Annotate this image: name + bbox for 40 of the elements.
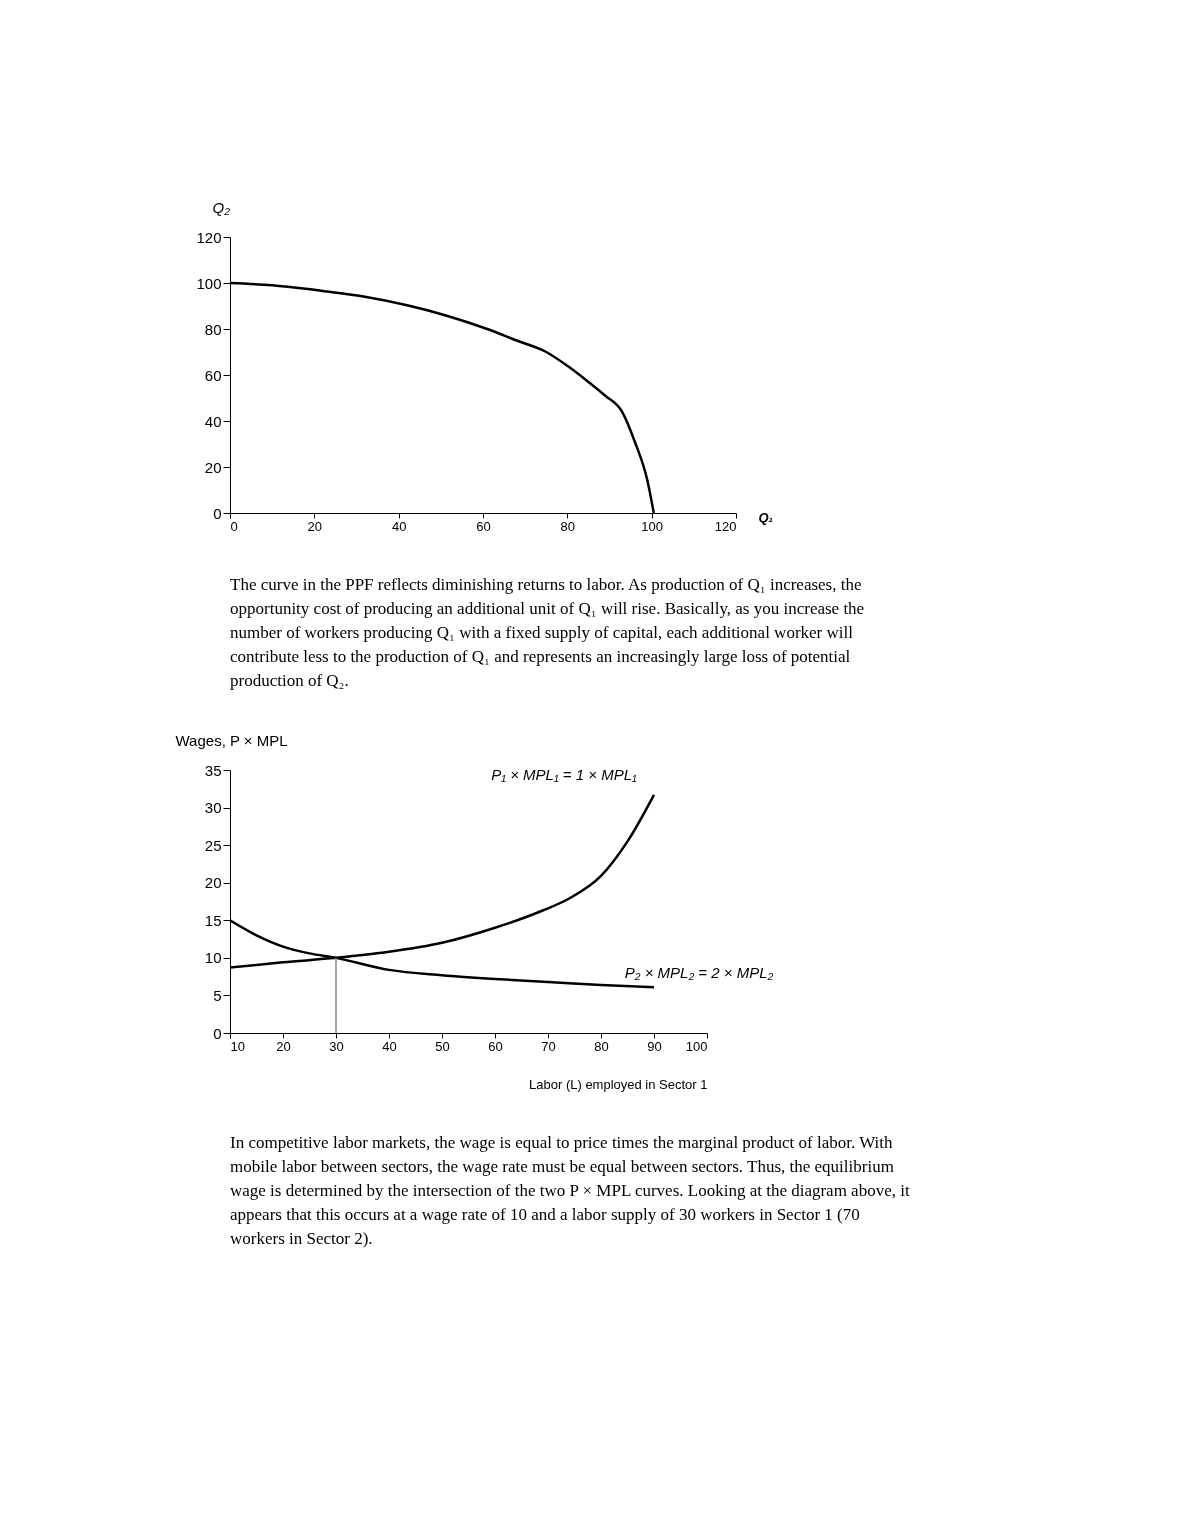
x-tick-label: 10 xyxy=(230,1038,245,1054)
y-tick-label: 0 xyxy=(213,1024,222,1042)
x-tick-label: 80 xyxy=(560,518,576,534)
x-tick-label: 120 xyxy=(714,518,737,534)
x-tick-label: 30 xyxy=(329,1038,344,1054)
x-tick-label: 100 xyxy=(641,518,664,534)
y-tick-label: 20 xyxy=(204,874,222,892)
x-tick-label: 90 xyxy=(647,1038,662,1054)
y-tick-label: 80 xyxy=(204,320,222,338)
y-tick-label: 15 xyxy=(204,911,222,929)
y-tick-label: 60 xyxy=(204,366,222,384)
y-axis-title: Q₂ xyxy=(212,198,231,216)
y-tick-label: 40 xyxy=(204,412,222,430)
y-tick-label: 10 xyxy=(204,949,222,967)
x-axis-title: Labor (L) employed in Sector 1 xyxy=(529,1076,708,1092)
x-axis-title: Q₁ xyxy=(758,509,774,525)
x-tick-label: 100 xyxy=(685,1038,708,1054)
y-tick-label: 5 xyxy=(213,986,222,1004)
y-axis-title: Wages, P × MPL xyxy=(175,731,288,749)
text: The curve in the PPF reflects diminishing returns to labor. As production of Q₁ increases, the opportunity cost of producing an additional unit of Q₁ will rise. Basically, as you increase the number of workers producing Q₁ with a fixed supply of capital, each additional worker will contribute less to the production of Q₁ and represents an increasingly large loss of potential production of Q₂. xyxy=(230,575,865,690)
y-tick-label: 35 xyxy=(204,761,222,779)
y-tick-label: 30 xyxy=(204,799,222,817)
x-tick-label: 40 xyxy=(391,518,407,534)
x-tick-label: 80 xyxy=(594,1038,609,1054)
y-tick-label: 100 xyxy=(196,274,222,292)
x-tick-label: 0 xyxy=(230,518,238,534)
x-tick-label: 20 xyxy=(307,518,323,534)
y-tick-label: 20 xyxy=(204,458,222,476)
x-tick-label: 40 xyxy=(382,1038,397,1054)
text: In competitive labor markets, the wage is equal to price times the marginal product of labor. With mobile labor between sectors, the wage rate must be equal between sectors. Thus, the equilibrium wage is determined by the intersection of the two P × MPL curves. Looking at the diagram above, it appears that this occurs at a wage rate of 10 and a labor supply of 30 workers in Sector 1 (70 workers in Sector 2). xyxy=(230,1133,910,1248)
x-tick-label: 70 xyxy=(541,1038,556,1054)
series-label: P₂ × MPL₂ = 2 × MPL₂ xyxy=(624,964,774,982)
y-tick-label: 120 xyxy=(196,228,222,246)
x-tick-label: 60 xyxy=(476,518,491,534)
y-tick-label: 0 xyxy=(213,504,222,522)
x-tick-label: 20 xyxy=(276,1038,291,1054)
series-label: P₁ × MPL₁ = 1 × MPL₁ xyxy=(491,765,638,783)
x-tick-label: 60 xyxy=(488,1038,503,1054)
y-tick-label: 25 xyxy=(204,836,222,854)
x-tick-label: 50 xyxy=(435,1038,450,1054)
